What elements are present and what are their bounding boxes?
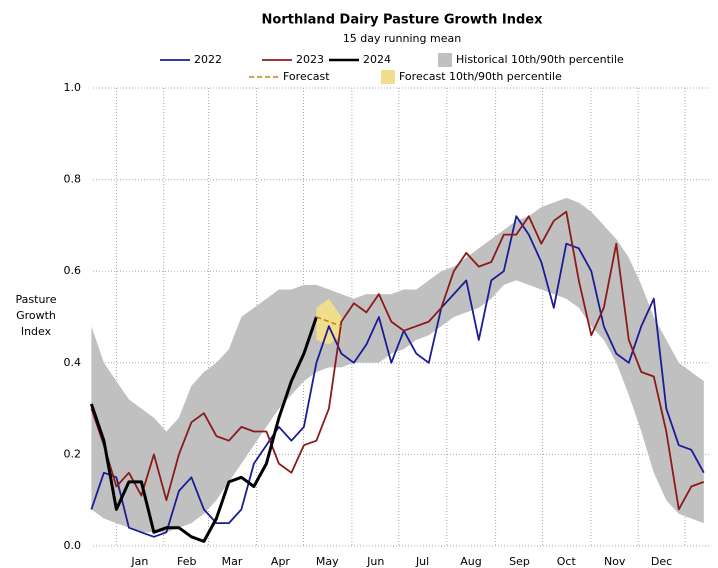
- legend-swatch: [381, 70, 395, 84]
- x-tick-label: Nov: [604, 555, 626, 568]
- y-axis-label: Pasture Growth Index: [15, 293, 57, 338]
- legend-label: Forecast 10th/90th percentile: [399, 70, 562, 83]
- y-tick-label: 0.0: [64, 539, 82, 552]
- y-tick-label: 0.2: [64, 447, 82, 460]
- x-tick-label: Jan: [130, 555, 148, 568]
- x-tick-label: Oct: [557, 555, 577, 568]
- x-tick-label: May: [316, 555, 339, 568]
- x-tick-label: Feb: [177, 555, 196, 568]
- legend-label: Historical 10th/90th percentile: [456, 53, 624, 66]
- percentile-band: [91, 197, 704, 533]
- series-line: [89, 316, 318, 543]
- percentile-band: [316, 298, 342, 345]
- x-tick-label: Jun: [366, 555, 384, 568]
- series-line: [90, 210, 705, 511]
- x-tick-label: Apr: [271, 555, 291, 568]
- legend-label: Forecast: [283, 70, 330, 83]
- y-tick-label: 0.4: [64, 356, 82, 369]
- y-tick-label: 0.8: [64, 173, 82, 186]
- legend-label: 2023: [296, 53, 324, 66]
- series-line: [90, 215, 705, 538]
- legend-label: 2022: [194, 53, 222, 66]
- legend-label: 2024: [363, 53, 391, 66]
- x-tick-label: Jul: [415, 555, 429, 568]
- y-tick-label: 0.6: [64, 264, 82, 277]
- x-tick-label: Mar: [222, 555, 243, 568]
- series-line: [316, 316, 342, 327]
- x-tick-label: Sep: [509, 555, 530, 568]
- x-tick-label: Dec: [651, 555, 672, 568]
- chart-subtitle: 15 day running mean: [343, 32, 461, 45]
- x-tick-label: Aug: [460, 555, 481, 568]
- chart-title: Northland Dairy Pasture Growth Index: [262, 13, 544, 28]
- y-tick-label: 1.0: [64, 81, 82, 94]
- legend-swatch: [438, 53, 452, 67]
